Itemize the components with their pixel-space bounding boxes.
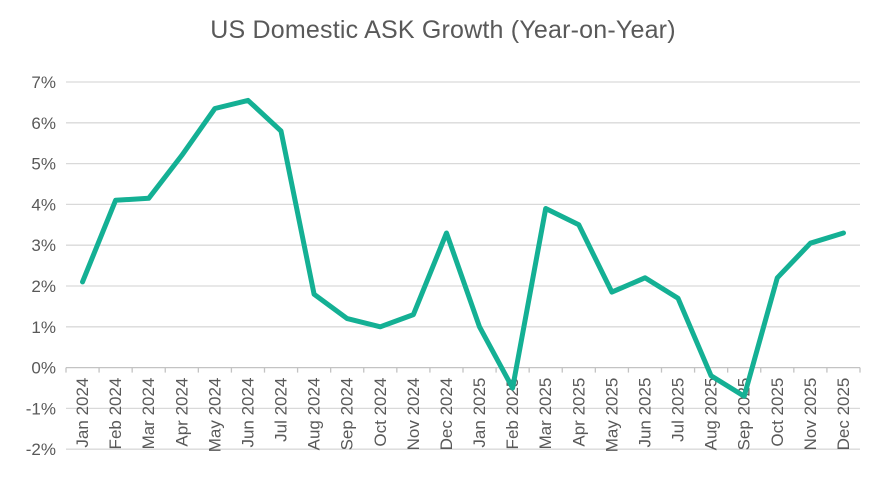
- y-axis-tick-label: 7%: [31, 73, 56, 92]
- data-line-series: [80, 97, 846, 399]
- x-axis-tick-label: Nov 2025: [801, 378, 820, 451]
- y-axis-tick-label: 4%: [31, 195, 56, 214]
- y-axis-tick-label: 3%: [31, 236, 56, 255]
- x-axis-tick-label: Dec 2025: [834, 378, 853, 451]
- x-axis-tick-label: Jan 2024: [73, 378, 92, 448]
- chart-title: US Domestic ASK Growth (Year-on-Year): [210, 16, 676, 44]
- x-axis-tick-label: May 2024: [205, 378, 224, 453]
- y-axis-tick-label: -2%: [26, 440, 56, 459]
- y-axis-tick-label: 1%: [31, 318, 56, 337]
- x-axis-tick-label: Jul 2025: [669, 378, 688, 442]
- x-axis-tick-label: Sep 2024: [338, 378, 357, 451]
- y-axis-tick-label: 2%: [31, 277, 56, 296]
- x-axis-tick-label: Jun 2025: [635, 378, 654, 448]
- x-axis-tick-label: Feb 2024: [106, 378, 125, 450]
- x-axis-tick-label: Oct 2025: [768, 378, 787, 447]
- x-axis-tick-label: Oct 2024: [371, 378, 390, 447]
- x-axis-tick-label: Apr 2024: [172, 378, 191, 447]
- x-axis-tick-label: Dec 2024: [437, 378, 456, 451]
- x-axis-tick-label: Aug 2025: [702, 378, 721, 451]
- y-axis-tick-label: 5%: [31, 155, 56, 174]
- y-axis-tick-label: -1%: [26, 399, 56, 418]
- x-axis-tick-label: Feb 2025: [503, 378, 522, 450]
- x-axis-tick-label: May 2025: [602, 378, 621, 453]
- x-axis-tick-label: Jul 2024: [272, 378, 291, 442]
- x-axis-tick-label: Apr 2025: [569, 378, 588, 447]
- y-axis-tick-label: 0%: [31, 359, 56, 378]
- x-axis-tick-label: Mar 2025: [536, 378, 555, 450]
- x-axis-tick-label: Aug 2024: [305, 378, 324, 451]
- x-axis-tick-label: Mar 2024: [139, 378, 158, 450]
- y-axis-tick-label: 6%: [31, 114, 56, 133]
- x-axis-tick-label: Nov 2024: [404, 378, 423, 451]
- x-axis-tick-label: Jun 2024: [238, 378, 257, 448]
- x-axis-tick-label: Jan 2025: [470, 378, 489, 448]
